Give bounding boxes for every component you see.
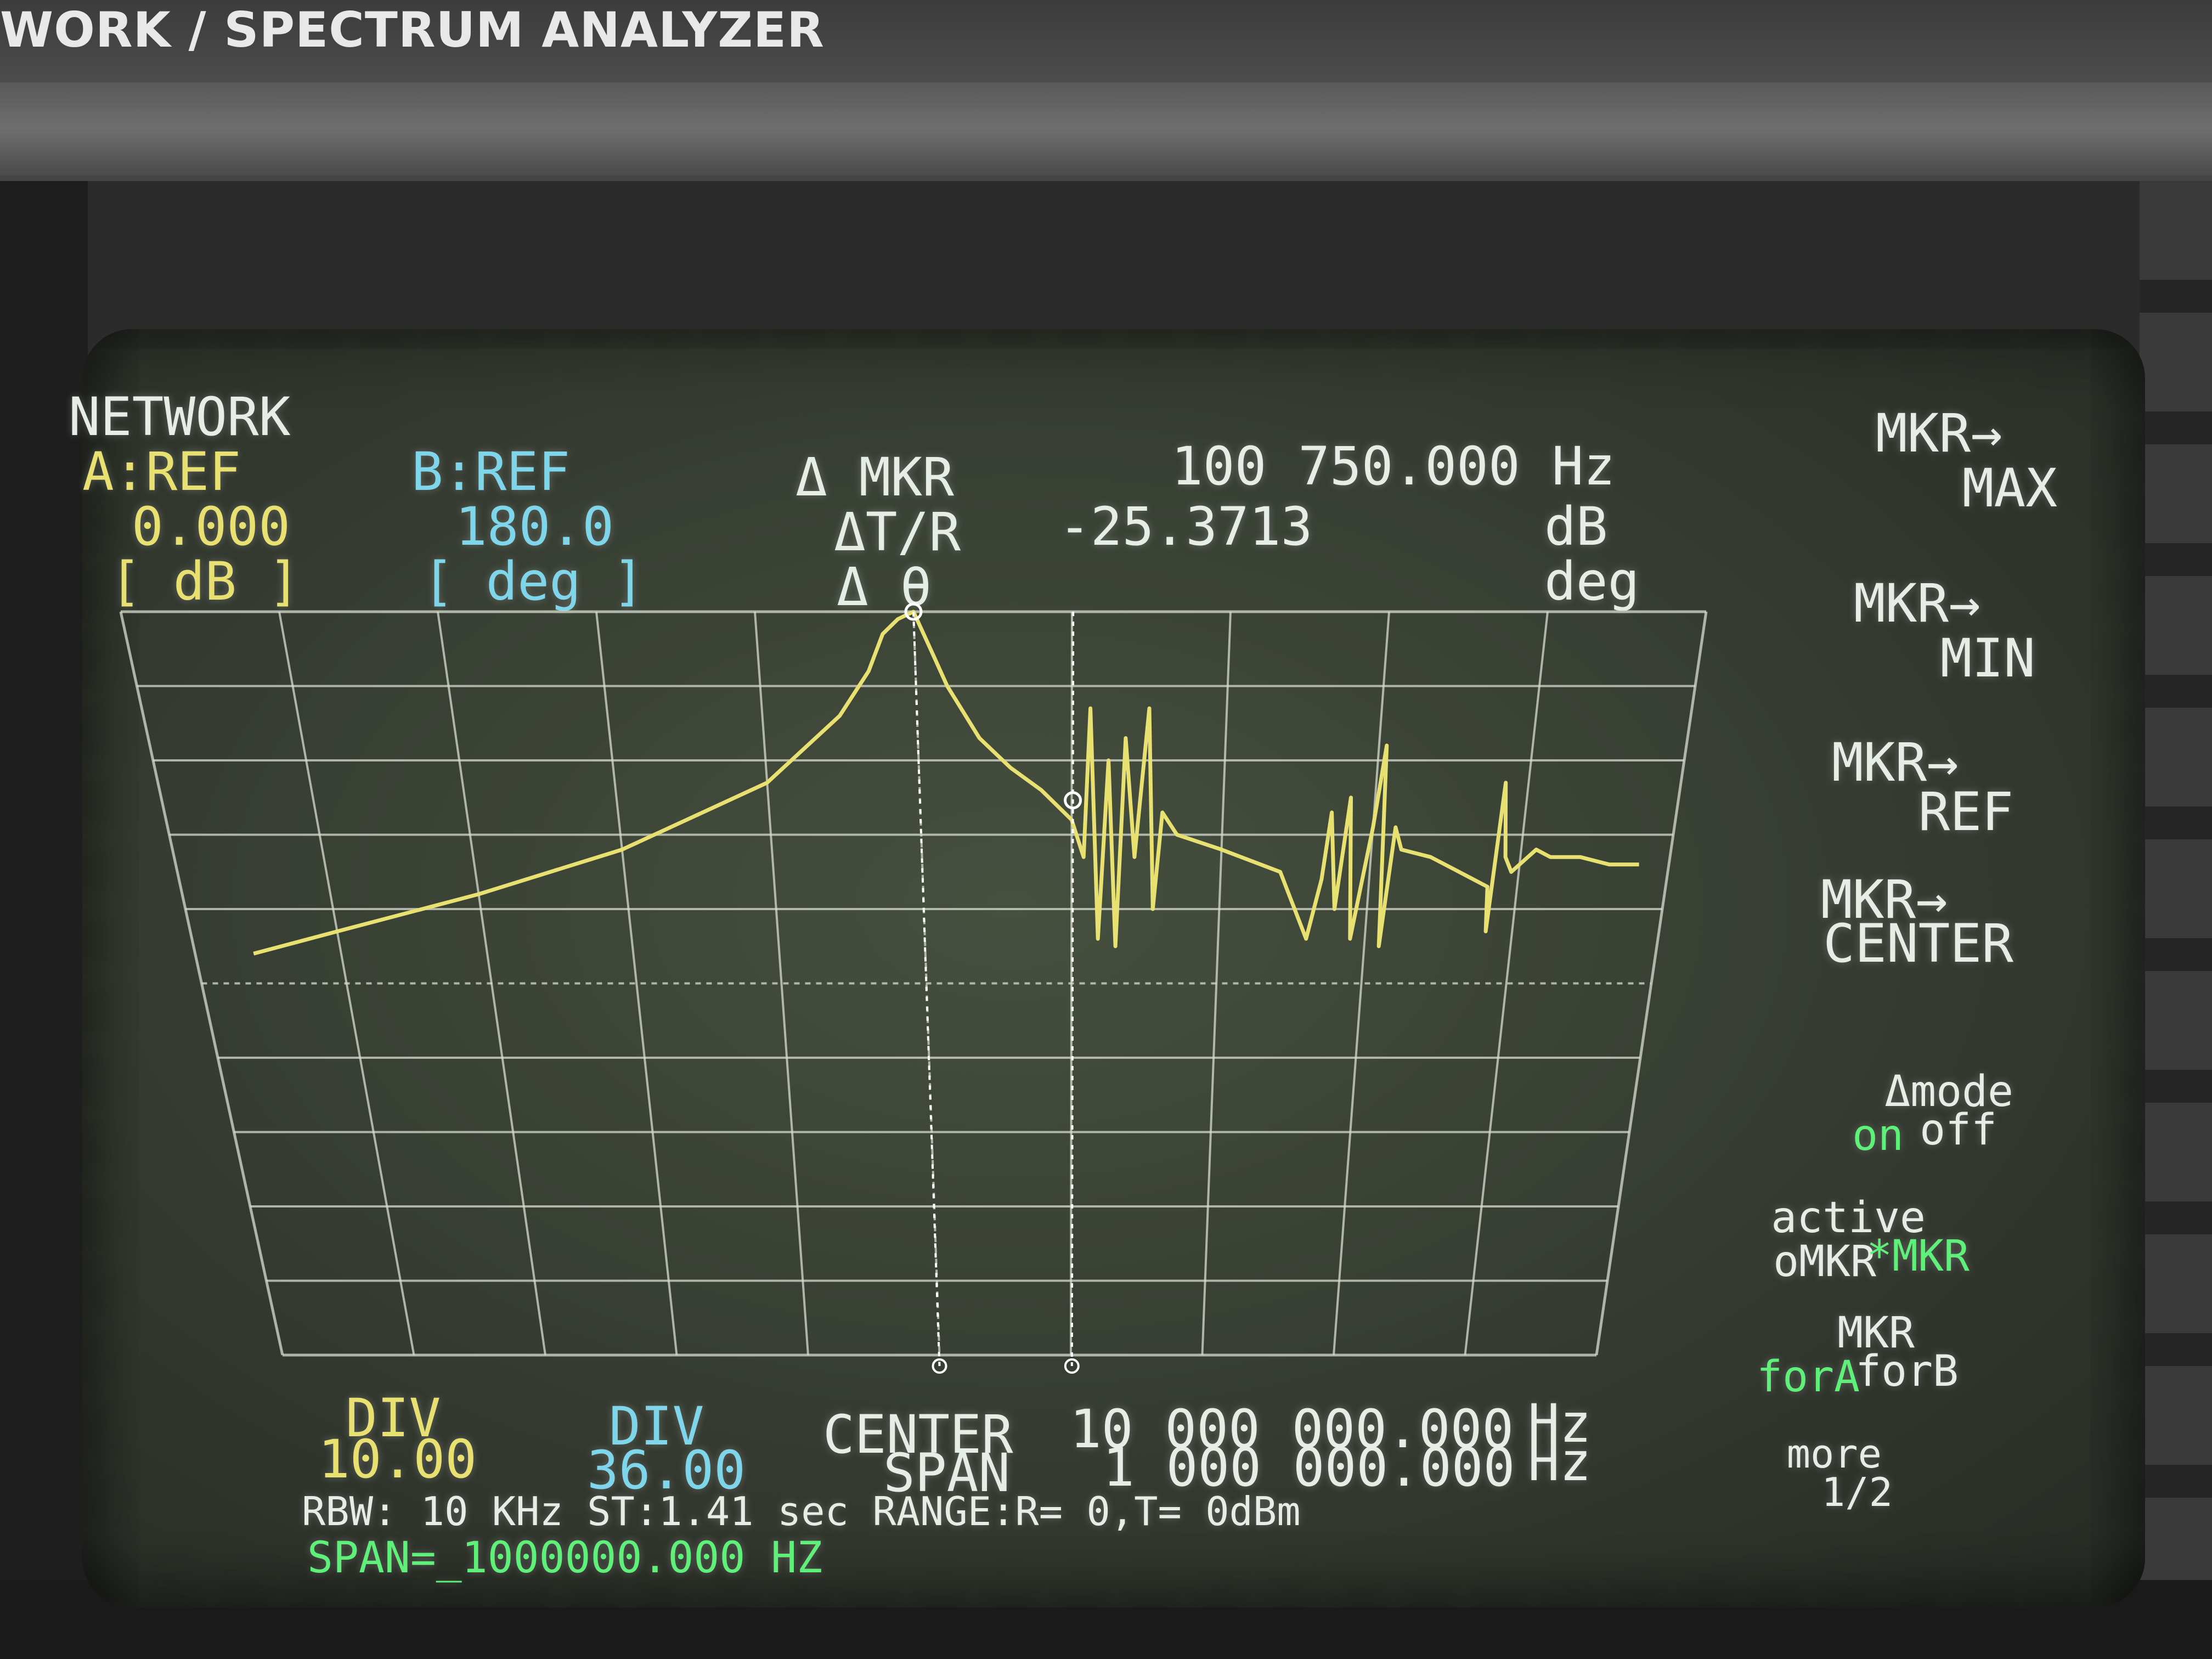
softkey-mkr-ref-line2: REF	[1918, 781, 2013, 843]
trace-line	[253, 610, 1639, 956]
grid-vline-8	[1333, 611, 1390, 1356]
status-line: RBW: 10 KHz ST:1.41 sec RANGE:R= 0,T= 0d…	[302, 1488, 1301, 1534]
softkey-mkr-ref[interactable]: MKR→ REF	[1739, 735, 2046, 845]
softkey-delta-mode-on: on	[1852, 1111, 1904, 1160]
crt-screen: NETWORK A:REF 0.000 [ dB ] B:REF 180.0 […	[69, 329, 2145, 1607]
softkey-mkr-ref-line1: MKR→	[1831, 732, 1959, 793]
instrument-side-buttons[interactable]	[2140, 181, 2212, 1659]
softkey-active-line1: active	[1771, 1193, 1926, 1243]
delta-tr-unit: dB	[1544, 496, 1608, 557]
span-value: 1 000 000.000	[1103, 1437, 1515, 1498]
softkey-mkr-max-line2: MAX	[1962, 458, 2057, 519]
div-b-label: DIV	[609, 1396, 704, 1457]
mode-title: NETWORK	[69, 386, 291, 448]
grid-vline-3	[595, 611, 678, 1356]
softkey-mkr-min-line1: MKR→	[1853, 573, 1980, 634]
marker-foot-ref	[932, 1358, 947, 1374]
channel-b-ref-value: 180.0	[455, 496, 614, 557]
channel-a-label: A:REF	[82, 441, 241, 503]
softkey-active-marker[interactable]: active oMKR *MKR	[1673, 1190, 1980, 1300]
softkey-mkr-min-line2: MIN	[1940, 628, 2035, 689]
softkey-mkr-max-line1: MKR→	[1875, 403, 2002, 464]
center-label: CENTER	[823, 1404, 1013, 1465]
softkey-delta-mode-off: off	[1920, 1105, 1997, 1155]
marker-ref	[904, 602, 923, 621]
softkey-mkr-min[interactable]: MKR→ MIN	[1761, 576, 2068, 686]
entry-line: SPAN=_1000000.000 HZ	[307, 1533, 823, 1583]
channel-b-unit: [ deg ]	[422, 551, 645, 612]
softkey-mkr-center-line2: CENTER	[1823, 913, 2013, 974]
softkey-delta-mode[interactable]: Δmode on off	[1728, 1064, 2035, 1174]
marker-layer	[904, 602, 1082, 1374]
instrument-left-bezel	[0, 181, 88, 1659]
instrument-top-bezel: WORK / SPECTRUM ANALYZER	[0, 0, 2212, 181]
softkey-mkr-center-line1: MKR→	[1820, 869, 1948, 930]
span-label: SPAN	[883, 1442, 1011, 1504]
softkey-more-line2: 1/2	[1821, 1469, 1893, 1515]
bezel-strip	[0, 82, 2212, 176]
span-unit: Hz	[1528, 1431, 1592, 1493]
div-b-value: 36.00	[587, 1440, 746, 1501]
div-a-value: 10.00	[318, 1429, 477, 1490]
grid-vline-5	[912, 611, 941, 1356]
softkey-more-line1: more	[1786, 1431, 1882, 1477]
marker-line-active	[1070, 611, 1075, 1367]
marker-frequency: 100 750.000 Hz	[1171, 436, 1616, 497]
softkey-mkr-for-a: forA	[1757, 1352, 1860, 1402]
channel-b-label: B:REF	[411, 441, 570, 503]
softkey-delta-mode-line1: Δmode	[1884, 1067, 2013, 1116]
delta-tr-label: ΔT/R	[834, 501, 961, 563]
instrument-brand-label: WORK / SPECTRUM ANALYZER	[0, 2, 825, 58]
trace-graticule	[119, 602, 1708, 1374]
center-value: 10 000 000.000	[1070, 1398, 1514, 1460]
softkey-active-omkr: oMKR	[1773, 1237, 1876, 1286]
softkey-mkr-max[interactable]: MKR→ MAX	[1783, 406, 2090, 516]
channel-a-unit: [ dB ]	[110, 551, 300, 612]
softkey-active-star-mkr: *MKR	[1866, 1232, 1970, 1281]
channel-a-ref-value: 0.000	[132, 496, 290, 557]
graticule-grid	[119, 610, 1708, 1357]
softkey-mkr-channel-line1: MKR	[1837, 1308, 1915, 1358]
softkey-mkr-for-b: forB	[1855, 1347, 1959, 1396]
delta-marker-label: Δ MKR	[795, 447, 954, 508]
div-a-label: DIV	[346, 1387, 441, 1449]
center-unit: Hz	[1528, 1393, 1592, 1454]
delta-phase-unit: deg	[1544, 551, 1640, 612]
softkey-more[interactable]: more 1/2	[1607, 1426, 1915, 1536]
grid-vline-9	[1464, 611, 1549, 1356]
softkey-mkr-channel[interactable]: MKR forA forB	[1662, 1306, 1970, 1415]
grid-vline-4	[754, 611, 809, 1356]
marker-foot-active	[1064, 1358, 1080, 1374]
delta-tr-value: -25.3713	[1059, 496, 1313, 557]
softkey-mkr-center[interactable]: MKR→ CENTER	[1728, 872, 2035, 982]
marker-line-ref	[912, 611, 941, 1367]
